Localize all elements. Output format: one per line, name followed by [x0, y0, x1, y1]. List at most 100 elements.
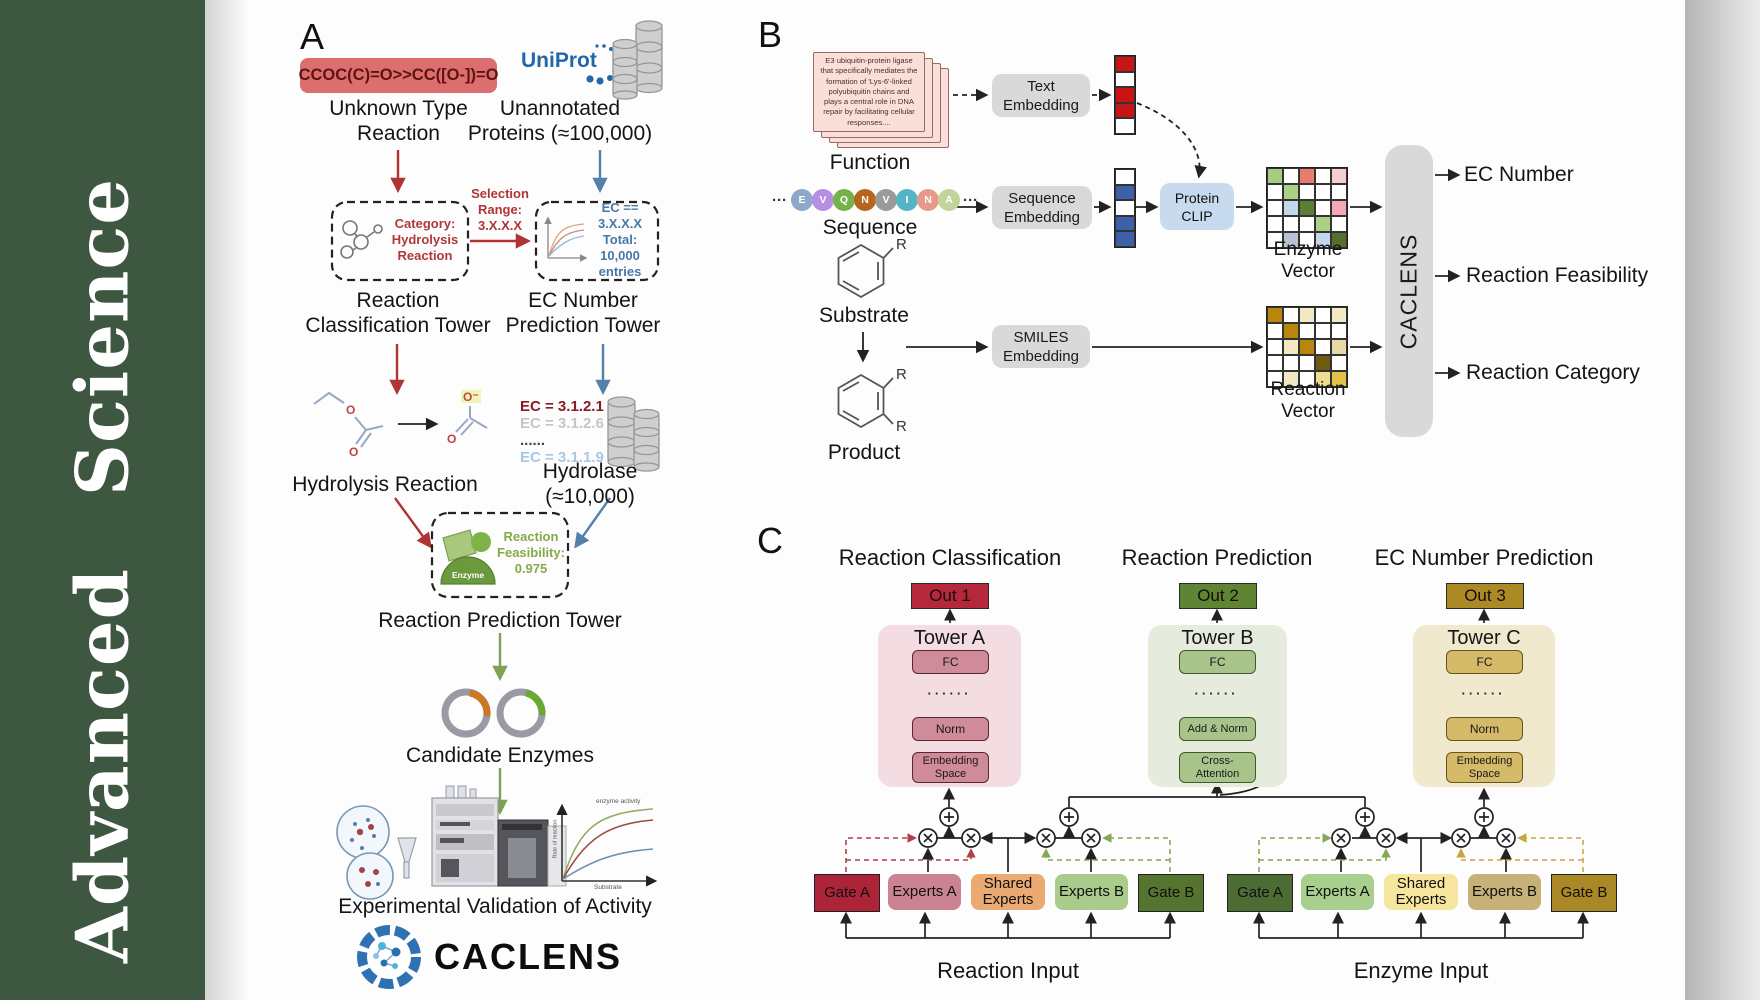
amino-acid-circle: Q — [833, 189, 855, 211]
plus-circles — [939, 807, 1494, 827]
output-reaction-category: Reaction Category — [1466, 361, 1640, 384]
panelA-dashed-boxes — [330, 200, 660, 599]
smiles-reaction-box: CCOC(C)=O>>CC([O-])=O — [299, 58, 498, 93]
out2-box: Out 2 — [1179, 583, 1257, 609]
column-title-ec-number-prediction: EC Number Prediction — [1374, 545, 1594, 570]
selection-range-label: Selection Range: 3.X.X.X — [471, 186, 529, 233]
page-right-edge — [1685, 0, 1760, 1000]
enzyme-vector-label: Enzyme Vector — [1273, 239, 1343, 282]
product-r2-label: R — [896, 418, 907, 435]
times-circles — [918, 828, 1516, 848]
plot-xlabel: Substrate — [594, 884, 622, 891]
tower-b-name: Tower B — [1181, 626, 1254, 649]
tower-c-name: Tower C — [1447, 626, 1521, 649]
unannotated-proteins-label: Unannotated Proteins (≈100,000) — [467, 97, 653, 145]
tower-a-dots: ······ — [927, 685, 972, 701]
sequence-vector — [1114, 168, 1136, 248]
hydrolase-label: Hydrolase (≈10,000) — [542, 460, 638, 508]
tower-b-cross-attention: Cross- Attention — [1179, 752, 1256, 783]
moe-left-gate-a: Gate A — [814, 874, 880, 912]
plot-curve-label: enzyme activity — [596, 798, 641, 805]
column-title-reaction-prediction: Reaction Prediction — [1121, 545, 1313, 570]
hydrolysis-molecules — [313, 390, 488, 448]
database-icon-hydrolase — [607, 396, 660, 472]
svg-text:O⁻: O⁻ — [463, 390, 479, 404]
cell-dish-icon — [336, 805, 417, 900]
reaction-feasibility-label: Reaction Feasibility: 0.975 — [497, 529, 565, 576]
moe-left-gate-b: Gate B — [1138, 874, 1204, 912]
enzyme-vector-grid — [1266, 167, 1348, 249]
molecule-sketch-icon — [340, 220, 383, 259]
amino-acid-circle: E — [791, 189, 813, 211]
plot-ylabel: Rate of reaction — [552, 819, 559, 859]
ec-list-item: EC = 3.1.2.6 — [520, 415, 604, 432]
caclens-wordmark: CACLENS — [434, 936, 623, 977]
reaction-input-label: Reaction Input — [937, 958, 1079, 983]
journal-sidebar: Advanced Science — [0, 0, 205, 1000]
sequence-embedding-box: Sequence Embedding — [992, 186, 1092, 229]
svg-text:O: O — [447, 432, 456, 446]
function-label: Function — [829, 150, 911, 174]
out1-box: Out 1 — [911, 583, 989, 609]
tower-c-norm: Norm — [1446, 717, 1523, 741]
panelB-label: B — [758, 14, 783, 55]
caclens-bar-text: CACLENS — [1395, 233, 1422, 349]
moe-right-gate-a: Gate A — [1227, 874, 1293, 912]
tower-a-name: Tower A — [913, 626, 986, 649]
tower-b-add-norm: Add & Norm — [1179, 717, 1256, 741]
tower-c-dots: ······ — [1461, 685, 1506, 701]
panelB-arrows — [856, 88, 1461, 380]
enzyme-icon — [440, 529, 496, 585]
panelC-label: C — [757, 520, 783, 561]
gate-feedback-lines — [845, 833, 1584, 872]
tower-b-dots: ······ — [1194, 685, 1239, 701]
hydrolysis-reaction-label: Hydrolysis Reaction — [292, 472, 478, 496]
panelA-label: A — [300, 16, 325, 57]
amino-acid-circle: V — [875, 189, 897, 211]
page-left-shadow — [205, 0, 249, 1000]
substrate-r-label: R — [896, 236, 907, 253]
database-icon-uniprot — [612, 20, 663, 100]
benzene-substrate — [837, 243, 894, 299]
text-embedding-box: Text Embedding — [992, 74, 1090, 117]
moe-right-experts-a: Experts A — [1301, 874, 1374, 910]
moe-operator-circles — [918, 807, 1516, 848]
svg-text:O: O — [349, 445, 358, 459]
candidate-enzymes-label: Candidate Enzymes — [406, 743, 594, 767]
amino-acid-circle: V — [812, 189, 834, 211]
smiles-embedding-box: SMILES Embedding — [992, 325, 1090, 368]
amino-acid-circle: N — [854, 189, 876, 211]
tower-c-fc: FC — [1446, 650, 1523, 674]
output-reaction-feasibility: Reaction Feasibility — [1466, 264, 1649, 287]
tower-a-norm: Norm — [912, 717, 989, 741]
sequence-label: Sequence — [822, 215, 918, 239]
out3-box: Out 3 — [1446, 583, 1524, 609]
ec-number-prediction-tower-label: EC Number Prediction Tower — [505, 289, 661, 337]
output-ec-number: EC Number — [1464, 163, 1574, 186]
ec-list-item: EC = 3.1.2.1 — [520, 398, 604, 415]
reaction-vector-grid — [1266, 306, 1348, 388]
reaction-classification-tower-label: Reaction Classification Tower — [305, 289, 491, 337]
panelA-arrows — [389, 150, 611, 816]
ec-result-list: EC = 3.1.2.1 EC = 3.1.2.6...... EC = 3.1.1… — [520, 398, 608, 466]
ec-list-item: EC = 3.1.1.9 — [520, 449, 604, 466]
moe-left-shared-experts: Shared Experts — [971, 874, 1045, 910]
plasmid-icons — [441, 688, 546, 738]
substrate-label: Substrate — [819, 303, 909, 327]
enzyme-input-label: Enzyme Input — [1353, 958, 1489, 983]
amino-acid-circle: A — [938, 189, 960, 211]
caclens-logo-icon — [357, 925, 421, 989]
sequence-dots-right: ··· — [963, 191, 978, 209]
function-card-text: E3 ubiquitin-protein ligase that specifi… — [820, 55, 918, 127]
molecule-atom-labels: O O O⁻ O — [346, 390, 479, 459]
amino-acid-circle: I — [896, 189, 918, 211]
ec-curves-icon — [544, 216, 588, 262]
ec-list-item: ...... — [520, 432, 546, 449]
tower-a-embedding-space: Embedding Space — [912, 752, 989, 783]
text-vector — [1114, 55, 1136, 135]
reaction-vector-label: Reaction Vector — [1270, 379, 1346, 422]
